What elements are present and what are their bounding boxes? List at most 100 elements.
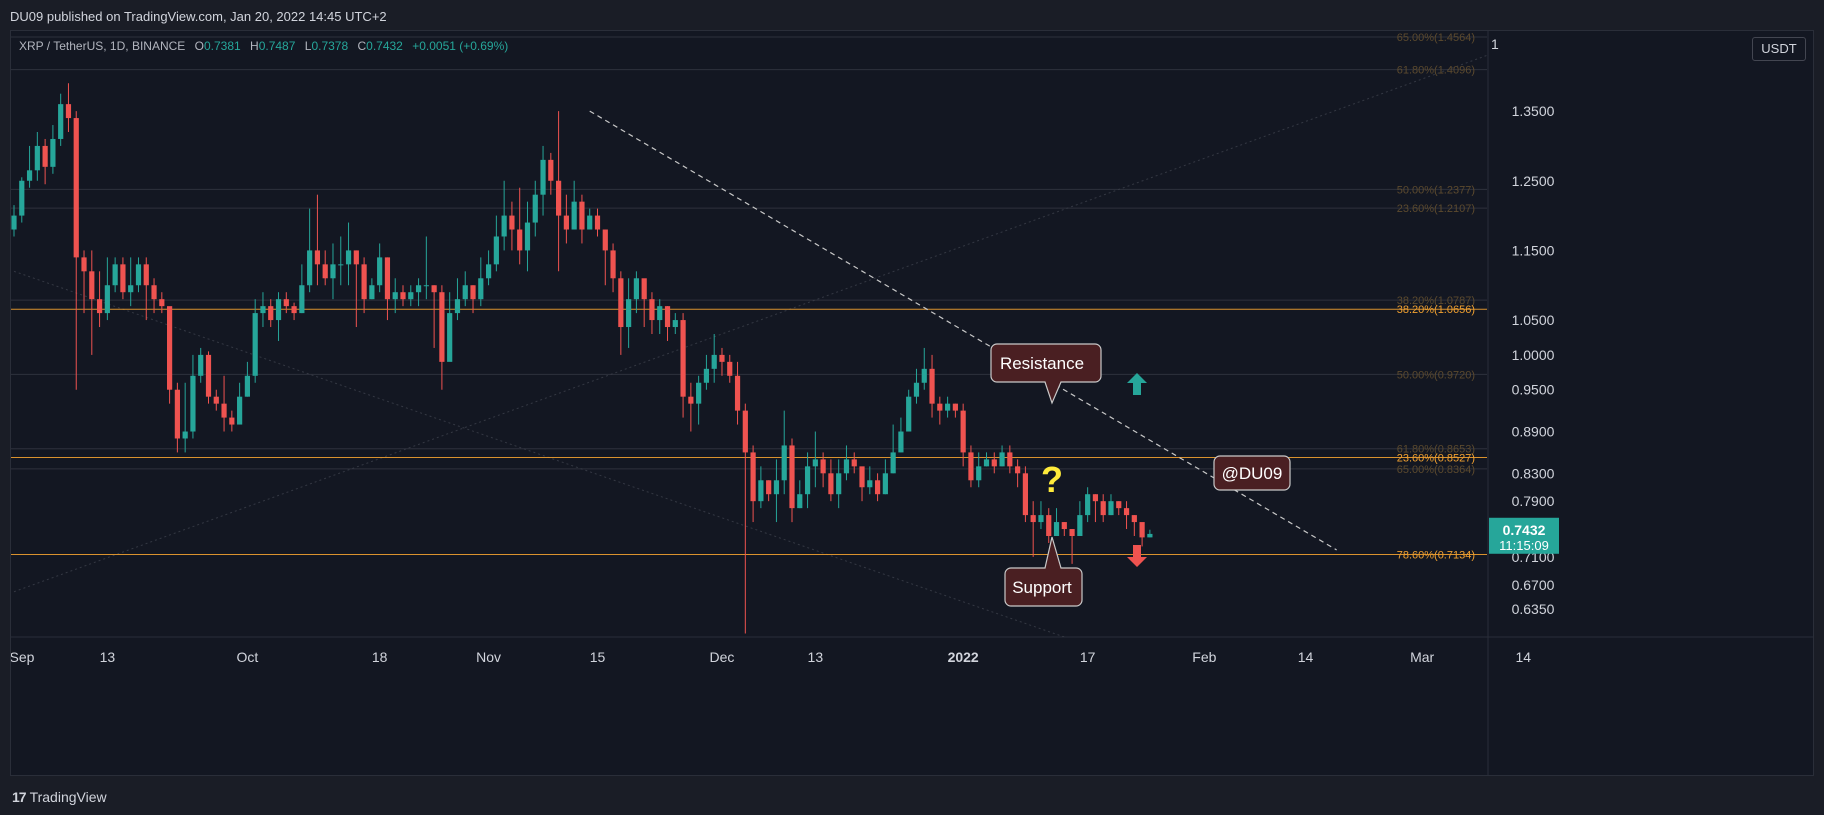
candle-body	[742, 410, 748, 453]
candle-body	[820, 459, 826, 474]
bar-countdown: 11:15:09	[1499, 538, 1549, 553]
watermark-box-shape	[1213, 455, 1291, 491]
candle-body	[696, 382, 702, 404]
candle-body	[229, 417, 235, 425]
low-label: L	[304, 39, 312, 53]
watermark-box: @DU09	[1213, 455, 1291, 491]
close-label: C	[357, 39, 367, 53]
candle-body	[960, 410, 966, 453]
time-tick-label: 13	[100, 649, 116, 665]
candle-body	[221, 403, 227, 418]
candle-body	[454, 299, 461, 314]
candle-body	[976, 466, 982, 481]
candle-body	[952, 403, 958, 411]
candle-body	[594, 215, 601, 230]
candle-body	[431, 285, 437, 293]
candle-body	[73, 118, 79, 258]
candle-body	[1116, 501, 1122, 509]
candle-body	[415, 285, 422, 293]
resistance-callout-shape	[990, 343, 1102, 405]
candle-body	[789, 445, 795, 509]
time-tick-label: 18	[372, 649, 388, 665]
candle-body	[439, 292, 445, 362]
candle-body	[1030, 515, 1036, 523]
candle-body	[797, 494, 803, 509]
candle-body	[104, 285, 110, 314]
candle-body	[198, 354, 204, 376]
candle-body	[1061, 522, 1067, 530]
arrow-down-icon	[1127, 545, 1147, 567]
candle-body	[58, 104, 64, 139]
price-tick-label: 1.0000	[1512, 347, 1555, 363]
candle-body	[843, 459, 850, 474]
current-price-badge	[1489, 517, 1559, 554]
candle-body	[408, 292, 414, 300]
candle-body	[688, 396, 694, 404]
candle-body	[392, 292, 398, 300]
candle-body	[345, 250, 352, 265]
candle-body	[260, 306, 266, 314]
candle-body	[898, 431, 904, 453]
candle-body	[999, 452, 1005, 467]
candle-body	[828, 473, 834, 495]
tradingview-logo[interactable]: 17 TradingView	[12, 789, 107, 805]
chart-pane[interactable]: 65.00%(1.4564) 61.80%(1.4096) 50.00%(1.237…	[10, 30, 1814, 776]
candle-body	[65, 104, 72, 119]
candle-body	[283, 299, 289, 307]
candle-body	[703, 368, 710, 383]
candle-body	[672, 320, 678, 328]
candle-body	[711, 354, 717, 369]
candle-body	[493, 236, 499, 265]
candle-body	[361, 264, 367, 300]
candle-body	[128, 285, 134, 293]
candle-body	[563, 215, 569, 230]
high-label: H	[250, 39, 259, 53]
candle-body	[26, 170, 33, 181]
candle-body	[610, 250, 616, 279]
price-tick-label: 0.9500	[1512, 382, 1555, 398]
candle-body	[96, 299, 103, 314]
candle-body	[174, 389, 180, 439]
price-tick-label: 0.6700	[1512, 577, 1555, 593]
footer-bar: 17 TradingView	[0, 776, 1824, 815]
support-callout-shape	[1004, 536, 1083, 607]
candle-body	[664, 306, 671, 328]
symbol-name[interactable]: XRP / TetherUS, 1D, BINANCE	[19, 39, 186, 53]
price-tick-label: 1.1500	[1512, 242, 1555, 258]
symbol-legend: XRP / TetherUS, 1D, BINANCE O0.7381 H0.7…	[19, 39, 508, 53]
price-tick-label: 0.7900	[1512, 493, 1555, 509]
price-tick-label: 0.6350	[1512, 601, 1555, 617]
candle-body	[151, 285, 157, 300]
time-tick-label: Mar	[1410, 649, 1434, 665]
fib-level-label: 50.00%(0.9720)	[1397, 369, 1475, 381]
candle-body	[501, 215, 507, 237]
candle-body	[423, 285, 429, 287]
change-value: +0.0051 (+0.69%)	[412, 39, 509, 53]
candle-body	[1139, 522, 1145, 538]
candle-body	[626, 299, 632, 328]
fib-level-label: 61.80%(1.4096)	[1397, 65, 1475, 77]
candle-body	[42, 145, 48, 167]
candle-body	[1069, 529, 1075, 536]
currency-unit-button[interactable]: USDT	[1752, 37, 1806, 61]
candle-body	[470, 285, 476, 300]
fib-level-label: 38.20%(1.0787)	[1397, 295, 1475, 307]
candle-body	[680, 320, 686, 397]
candle-body	[34, 145, 40, 171]
candle-body	[556, 180, 562, 216]
candle-body	[906, 396, 912, 432]
candle-body	[268, 306, 274, 321]
watermark-label: @DU09	[1222, 464, 1283, 483]
candle-body	[50, 138, 56, 167]
time-tick-label: 17	[1080, 649, 1096, 665]
scale-toggle[interactable]: 1	[1491, 36, 1499, 52]
candle-body	[1123, 508, 1130, 516]
candle-body	[766, 480, 772, 495]
candle-body	[190, 375, 196, 432]
candle-body	[322, 264, 328, 279]
time-tick-label: Nov	[476, 649, 501, 665]
time-tick-label: Sep	[11, 649, 35, 665]
candle-body	[657, 306, 663, 321]
price-chart[interactable]: 65.00%(1.4564) 61.80%(1.4096) 50.00%(1.237…	[11, 31, 1813, 775]
high-value: 0.7487	[258, 39, 296, 53]
